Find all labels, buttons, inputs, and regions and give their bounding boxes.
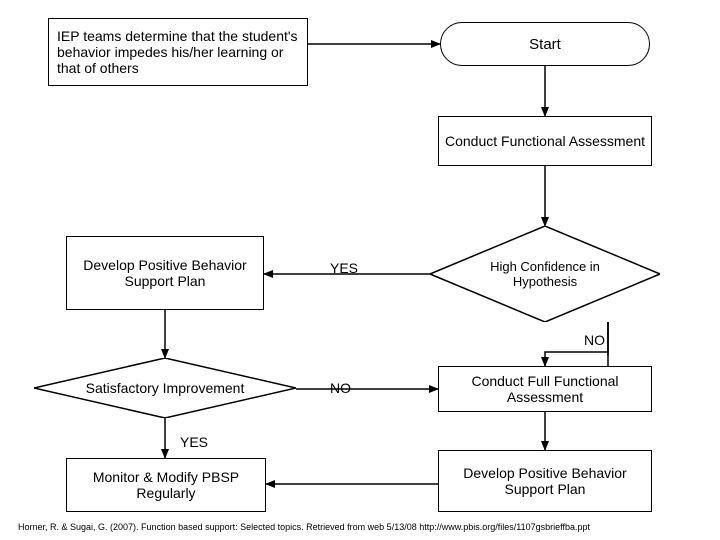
conduct-fa-text: Conduct Functional Assessment [445, 133, 645, 149]
start-text: Start [529, 36, 561, 53]
develop-pbsp-box-1: Develop Positive Behavior Support Plan [66, 236, 264, 310]
flowchart-canvas: IEP teams determine that the student's b… [0, 0, 720, 540]
no1-text: NO [584, 332, 605, 348]
satisfactory-decision: Satisfactory Improvement [34, 358, 296, 418]
conduct-fa-box: Conduct Functional Assessment [438, 116, 652, 166]
conduct-full-fa-text: Conduct Full Functional Assessment [439, 373, 651, 405]
start-terminator: Start [440, 22, 650, 66]
no-label-1: NO [584, 332, 605, 348]
hypothesis-decision: High Confidence in Hypothesis [430, 226, 660, 322]
monitor-text: Monitor & Modify PBSP Regularly [67, 469, 265, 501]
no-label-2: NO [330, 380, 351, 396]
yes-label-1: YES [330, 260, 358, 276]
develop-pbsp-box-2: Develop Positive Behavior Support Plan [438, 450, 652, 512]
monitor-box: Monitor & Modify PBSP Regularly [66, 458, 266, 512]
yes-label-2: YES [180, 434, 208, 450]
iep-text: IEP teams determine that the student's b… [57, 28, 299, 76]
conduct-full-fa-box: Conduct Full Functional Assessment [438, 366, 652, 412]
no2-text: NO [330, 380, 351, 396]
citation-text: Horner, R. & Sugai, G. (2007). Function … [18, 522, 590, 532]
develop-pbsp-1-text: Develop Positive Behavior Support Plan [67, 257, 263, 289]
iep-determination-box: IEP teams determine that the student's b… [48, 18, 308, 86]
yes1-text: YES [330, 260, 358, 276]
yes2-text: YES [180, 434, 208, 450]
citation-content: Horner, R. & Sugai, G. (2007). Function … [18, 522, 590, 532]
develop-pbsp-2-text: Develop Positive Behavior Support Plan [439, 465, 651, 497]
